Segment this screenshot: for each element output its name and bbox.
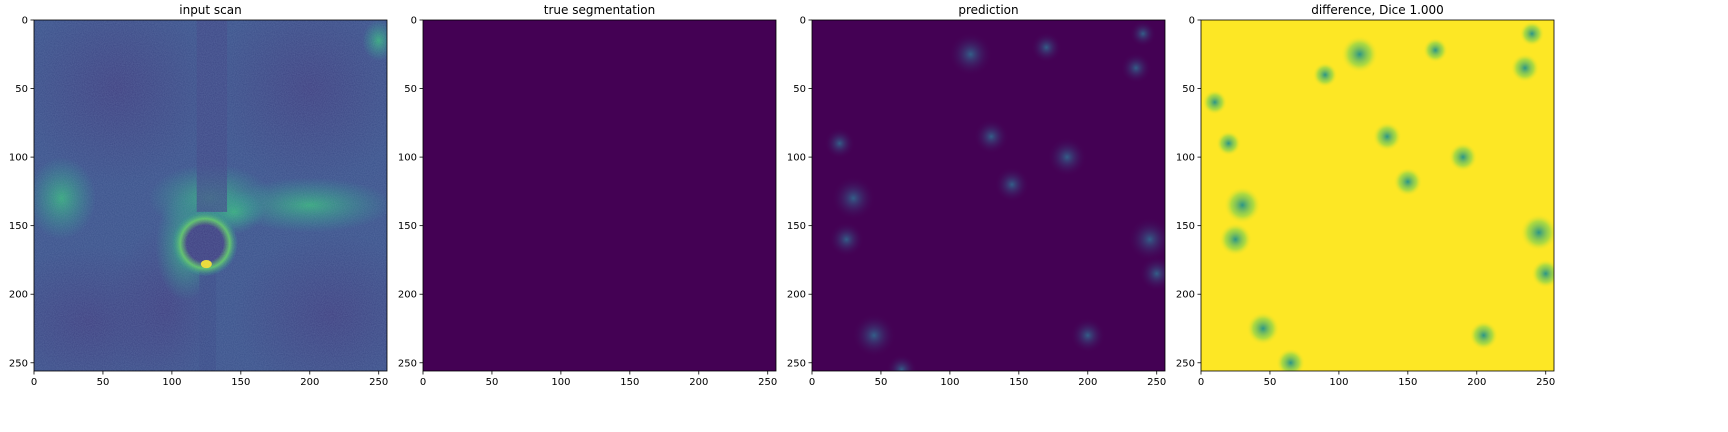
x-tick-label: 0	[1198, 377, 1204, 388]
y-tick-label: 200	[787, 290, 806, 301]
x-tick-label: 0	[31, 377, 37, 388]
x-tick-label: 0	[420, 377, 426, 388]
x-tick-label: 150	[1398, 377, 1417, 388]
x-tick-label: 200	[1467, 377, 1486, 388]
x-tick-label: 0	[809, 377, 815, 388]
y-tick-label: 150	[398, 221, 417, 232]
difference-spot	[1448, 142, 1478, 172]
panel-title: input scan	[179, 3, 242, 17]
y-tick-label: 50	[1182, 84, 1195, 95]
difference-spot	[1423, 37, 1448, 63]
y-tick-label: 150	[787, 221, 806, 232]
difference-spot	[1519, 21, 1545, 47]
x-tick-label: 250	[758, 377, 777, 388]
x-tick-label: 50	[1264, 377, 1277, 388]
y-tick-label: 200	[398, 290, 417, 301]
x-tick-label: 150	[1009, 377, 1028, 388]
difference-spot	[1276, 348, 1306, 371]
scan-structures	[34, 20, 387, 371]
y-tick-label: 200	[1176, 290, 1195, 301]
y-tick-label: 150	[9, 221, 28, 232]
y-tick-label: 50	[793, 84, 806, 95]
prediction-spot	[948, 32, 993, 77]
prediction-spot	[886, 354, 918, 371]
difference-spot	[1202, 89, 1228, 115]
x-tick-label: 250	[1536, 377, 1555, 388]
prediction-spot	[828, 221, 865, 258]
y-tick-label: 100	[787, 153, 806, 164]
panel-title: difference, Dice 1.000	[1311, 3, 1444, 17]
panel-title: true segmentation	[544, 3, 655, 17]
x-tick-label: 100	[1329, 377, 1348, 388]
x-tick-label: 100	[940, 377, 959, 388]
segmentation-image	[423, 20, 776, 371]
prediction-spot	[1030, 31, 1062, 63]
y-tick-label: 50	[15, 84, 28, 95]
x-tick-label: 250	[369, 377, 388, 388]
prediction-spot	[1129, 20, 1157, 47]
axes-frame	[422, 19, 777, 372]
prediction-spot	[973, 118, 1009, 155]
difference-spot	[1246, 311, 1280, 346]
y-tick-label: 0	[411, 16, 417, 27]
prediction-spot	[831, 176, 876, 221]
prediction-spot	[1070, 317, 1106, 354]
x-tick-label: 50	[875, 377, 888, 388]
y-tick-label: 50	[404, 84, 417, 95]
difference-spot	[1393, 167, 1423, 197]
x-tick-label: 200	[300, 377, 319, 388]
prediction-spot	[994, 166, 1030, 203]
axes-frame	[811, 19, 1166, 372]
y-tick-label: 150	[1176, 221, 1195, 232]
difference-spot	[1216, 130, 1241, 156]
difference-spot	[1340, 35, 1379, 73]
difference-spot	[1218, 222, 1253, 256]
y-tick-label: 200	[9, 290, 28, 301]
prediction-spot	[1047, 137, 1087, 177]
difference-spot	[1223, 186, 1261, 224]
x-tick-label: 100	[551, 377, 570, 388]
y-tick-label: 100	[9, 153, 28, 164]
difference-spot	[1372, 122, 1402, 152]
axes-frame	[1200, 19, 1555, 372]
x-tick-label: 150	[231, 377, 250, 388]
y-tick-label: 250	[9, 358, 28, 369]
y-tick-label: 250	[398, 358, 417, 369]
difference-spot	[1510, 53, 1540, 83]
x-tick-label: 200	[1078, 377, 1097, 388]
y-tick-label: 0	[22, 16, 28, 27]
axes-frame	[33, 19, 388, 372]
prediction-spot	[851, 313, 897, 358]
y-tick-label: 100	[1176, 153, 1195, 164]
y-tick-label: 250	[787, 358, 806, 369]
difference-spots	[1202, 21, 1554, 371]
x-tick-label: 50	[486, 377, 499, 388]
y-tick-label: 0	[1189, 16, 1195, 27]
scan-noise	[34, 20, 387, 371]
prediction-spot	[1127, 217, 1165, 262]
x-tick-label: 150	[620, 377, 639, 388]
x-tick-label: 200	[689, 377, 708, 388]
y-tick-label: 100	[398, 153, 417, 164]
difference-spot	[1312, 62, 1338, 88]
difference-spot	[1531, 259, 1554, 289]
difference-spot	[1469, 320, 1499, 350]
prediction-spot	[1139, 256, 1165, 292]
y-tick-label: 0	[800, 16, 806, 27]
x-tick-label: 250	[1147, 377, 1166, 388]
x-tick-label: 100	[162, 377, 181, 388]
x-tick-label: 50	[97, 377, 110, 388]
prediction-spots	[824, 20, 1165, 371]
y-tick-label: 250	[1176, 358, 1195, 369]
prediction-spot	[1120, 52, 1152, 84]
prediction-spot	[824, 127, 856, 159]
panel-title: prediction	[958, 3, 1018, 17]
difference-spot	[1520, 213, 1554, 252]
